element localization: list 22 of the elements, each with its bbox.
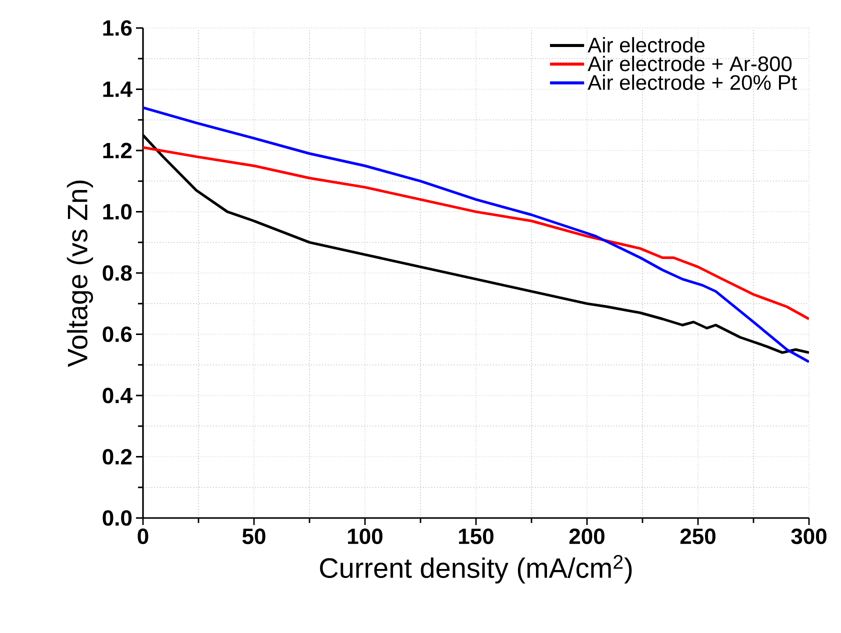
y-tick-label: 1.2 <box>103 142 132 158</box>
y-tick-label: 1.6 <box>103 20 132 36</box>
x-tick-label: 100 <box>348 528 382 544</box>
y-tick-label: 0.4 <box>102 388 132 404</box>
x-axis-title: Current density (mA/cm$^{2}$) <box>320 555 632 584</box>
x-tick-label: 300 <box>791 528 826 544</box>
y-tick-label: 0.2 <box>102 448 132 465</box>
y-tick-label: 0.8 <box>102 265 132 281</box>
x-tick-label: 150 <box>459 528 494 544</box>
x-tick-label: 0 <box>138 528 148 544</box>
line-series <box>143 146 810 320</box>
legend-label: Air electrode + 20% Pt <box>588 74 797 90</box>
y-tick-label: 1.4 <box>103 82 132 97</box>
legend-label: Air electrode <box>588 37 705 53</box>
x-tick-label: 250 <box>680 528 716 544</box>
y-tick-label: 1.0 <box>103 204 132 220</box>
legend-label: Air electrode + Ar-800 <box>588 56 792 72</box>
y-tick-label: 0.0 <box>102 510 132 526</box>
y-tick-label: 0.6 <box>102 326 132 342</box>
y-axis-title: Voltage (vs Zn) <box>66 180 94 368</box>
x-tick-label: 200 <box>569 528 604 544</box>
x-tick-label: 50 <box>242 528 266 544</box>
